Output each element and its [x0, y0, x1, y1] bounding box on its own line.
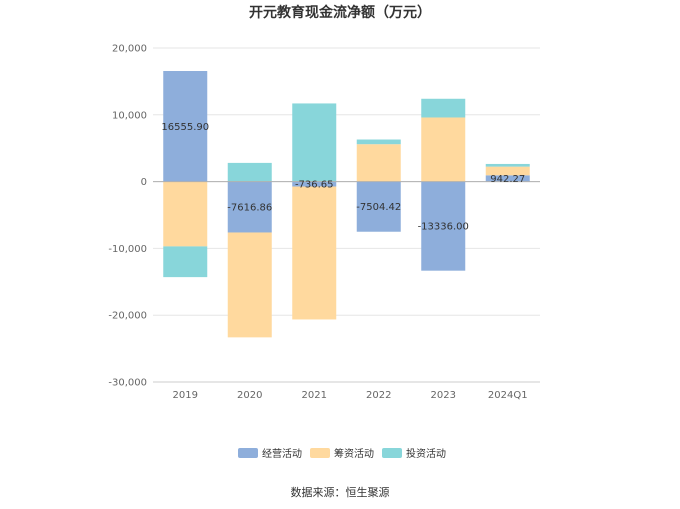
bar-investing [421, 98, 466, 118]
y-tick-label: -20,000 [108, 311, 147, 322]
grid-lines [153, 47, 540, 383]
bar-operating [356, 181, 401, 232]
y-axis: 20,000 10,000 0 -10,000 -20,000 -30,000 [108, 44, 147, 389]
y-tick-label: -30,000 [108, 378, 147, 389]
legend-item[interactable]: 投资活动 [382, 447, 446, 460]
bar-investing [356, 139, 401, 145]
bar-operating [163, 71, 208, 182]
x-tick-label: 2023 [431, 390, 456, 401]
bar-financing [485, 166, 530, 176]
legend-swatch [238, 448, 258, 458]
bar-financing [292, 186, 337, 320]
bar-financing [356, 144, 401, 182]
legend-label: 投资活动 [406, 447, 446, 460]
bar-operating [485, 175, 530, 182]
y-tick-label: 20,000 [112, 44, 147, 55]
data-labels: 16555.90 -7616.86 -736.65 -7504.42 -13336.00… [161, 122, 525, 233]
data-label: -736.65 [295, 180, 334, 191]
data-label: -13336.00 [418, 222, 469, 233]
legend: 经营活动 筹资活动 投资活动 [238, 447, 446, 460]
data-label: 16555.90 [161, 122, 209, 133]
bars [163, 71, 530, 338]
y-tick-label: -10,000 [108, 244, 147, 255]
bar-operating [227, 181, 272, 233]
bar-investing [163, 246, 208, 278]
data-label: 942.27 [490, 174, 525, 185]
legend-item[interactable]: 筹资活动 [310, 447, 374, 460]
x-tick-label: 2019 [173, 390, 198, 401]
bar-investing [292, 103, 337, 182]
bar-financing [163, 181, 208, 247]
x-tick-label: 2020 [237, 390, 262, 401]
legend-item[interactable]: 经营活动 [238, 447, 302, 460]
data-label: -7616.86 [227, 203, 272, 214]
bar-investing [485, 163, 530, 167]
x-tick-label: 2022 [366, 390, 391, 401]
bar-financing [421, 117, 466, 182]
x-tick-label: 2021 [302, 390, 327, 401]
x-axis: 2019 2020 2021 2022 2023 2024Q1 [153, 181, 540, 401]
legend-swatch [382, 448, 402, 458]
legend-label: 经营活动 [262, 447, 302, 460]
bar-financing [227, 232, 272, 338]
y-tick-label: 10,000 [112, 110, 147, 121]
source-note: 数据来源：恒生聚源 [291, 485, 390, 499]
chart-title: 开元教育现金流净额（万元） [249, 4, 431, 21]
bar-operating [292, 181, 337, 187]
x-tick-label: 2024Q1 [488, 390, 528, 401]
bar-investing [227, 162, 272, 182]
bar-operating [421, 181, 466, 271]
legend-label: 筹资活动 [334, 447, 374, 460]
legend-swatch [310, 448, 330, 458]
data-label: -7504.42 [356, 202, 401, 213]
y-tick-label: 0 [141, 177, 147, 188]
